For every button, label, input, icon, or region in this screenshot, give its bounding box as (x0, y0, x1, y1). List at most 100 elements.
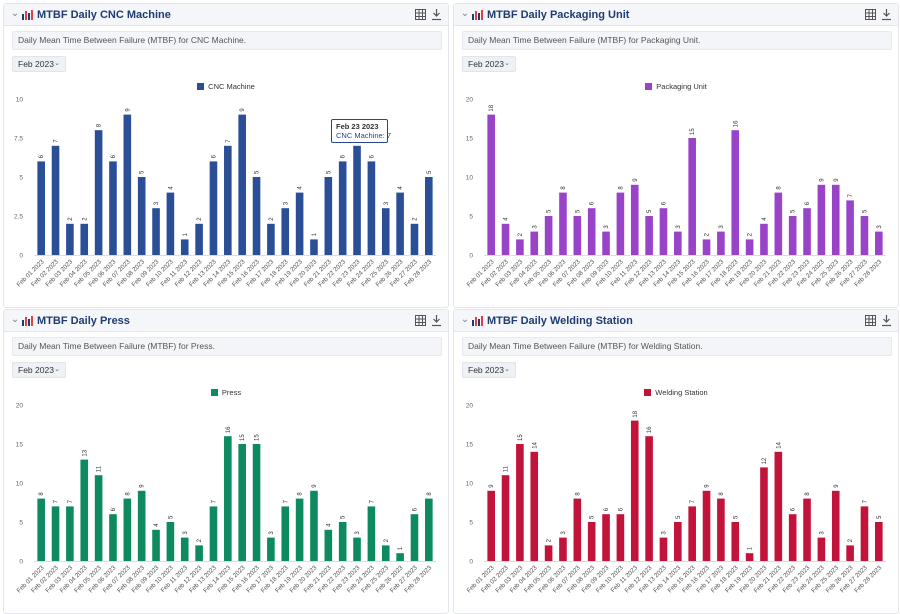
y-tick-label: 5 (469, 520, 473, 527)
table-view-icon[interactable] (415, 315, 426, 326)
bar (573, 216, 582, 255)
data-label: 1 (183, 232, 189, 236)
period-selector[interactable]: Feb 2023 ⌄ (462, 362, 516, 378)
chart-panel-cnc-machine: ⌄ MTBF Daily CNC Machine Daily Mean Time… (3, 3, 449, 308)
data-label: 7 (68, 499, 74, 503)
bar (166, 522, 175, 561)
bar (501, 223, 510, 255)
data-label: 3 (561, 531, 567, 535)
data-label: 11 (504, 465, 510, 472)
bar (310, 490, 318, 561)
period-selector[interactable]: Feb 2023 ⌄ (12, 362, 66, 378)
bar (487, 114, 495, 255)
chart-legend[interactable]: Packaging Unit (454, 80, 898, 92)
data-label: 6 (618, 507, 624, 511)
chart-panel-welding-station: ⌄ MTBF Daily Welding Station Daily Mean … (453, 309, 899, 614)
data-label: 9 (819, 178, 825, 182)
data-label: 15 (240, 434, 246, 441)
table-view-icon[interactable] (865, 315, 876, 326)
data-label: 6 (341, 154, 347, 158)
bar (760, 223, 768, 255)
data-label: 5 (733, 515, 739, 519)
bar (544, 216, 553, 255)
bar (745, 553, 754, 561)
export-icon[interactable] (431, 314, 442, 327)
period-selector[interactable]: Feb 2023 ⌄ (12, 56, 66, 72)
data-label: 3 (283, 201, 289, 205)
collapse-chevron-icon[interactable]: ⌄ (10, 8, 20, 19)
bar (152, 208, 160, 255)
chart-legend[interactable]: Welding Station (454, 386, 898, 398)
export-icon[interactable] (881, 8, 892, 21)
bar (630, 184, 639, 255)
chart-description: Daily Mean Time Between Failure (MTBF) f… (12, 31, 442, 50)
bar (674, 522, 682, 561)
bar (410, 514, 419, 561)
collapse-chevron-icon[interactable]: ⌄ (460, 314, 470, 325)
data-label: 5 (862, 209, 868, 213)
data-label: 7 (54, 139, 60, 143)
data-label: 2 (384, 538, 390, 542)
legend-label: Welding Station (655, 387, 708, 397)
bar (875, 522, 883, 561)
data-label: 8 (298, 492, 304, 496)
data-label: 3 (719, 225, 725, 229)
chart-description: Daily Mean Time Between Failure (MTBF) f… (12, 337, 442, 356)
bar (702, 490, 711, 561)
data-label: 7 (848, 193, 854, 197)
bar (875, 231, 883, 255)
data-label: 6 (590, 201, 596, 205)
bar (267, 223, 275, 255)
bar (530, 451, 539, 561)
data-label: 3 (604, 225, 610, 229)
bar (425, 498, 433, 561)
period-selector[interactable]: Feb 2023 ⌄ (462, 56, 516, 72)
bar (252, 444, 261, 561)
table-view-icon[interactable] (865, 9, 876, 20)
y-tick-label: 0 (469, 559, 473, 566)
data-label: 4 (168, 186, 174, 190)
panel-header: ⌄ MTBF Daily CNC Machine (4, 4, 448, 26)
data-label: 8 (575, 492, 581, 496)
legend-swatch (644, 388, 652, 396)
bar (630, 420, 639, 561)
bar (516, 444, 524, 561)
bar (516, 239, 524, 255)
panel-header: ⌄ MTBF Daily Packaging Unit (454, 4, 898, 26)
collapse-chevron-icon[interactable]: ⌄ (460, 8, 470, 19)
data-label: 5 (326, 170, 332, 174)
bar (760, 467, 768, 561)
chart-legend[interactable]: CNC Machine (4, 80, 448, 92)
bar (803, 498, 811, 561)
bar (774, 451, 783, 561)
legend-swatch (645, 82, 653, 90)
bar (381, 545, 390, 561)
data-label: 6 (805, 201, 811, 205)
data-label: 16 (647, 426, 653, 433)
bar (238, 114, 246, 255)
bar (573, 498, 582, 561)
legend-label: CNC Machine (208, 81, 255, 91)
bar (803, 208, 811, 255)
bar (353, 145, 361, 255)
legend-swatch (210, 388, 218, 396)
chart-panel-packaging-unit: ⌄ MTBF Daily Packaging Unit Daily Mean T… (453, 3, 899, 308)
data-label: 4 (326, 523, 332, 527)
bar (338, 522, 347, 561)
y-tick-label: 7.5 (14, 136, 23, 143)
export-icon[interactable] (881, 314, 892, 327)
table-view-icon[interactable] (415, 9, 426, 20)
data-label: 3 (676, 225, 682, 229)
data-label: 3 (384, 201, 390, 205)
chart-legend[interactable]: Press (4, 386, 448, 398)
export-icon[interactable] (431, 8, 442, 21)
data-label: 5 (791, 209, 797, 213)
bar (559, 537, 567, 561)
collapse-chevron-icon[interactable]: ⌄ (10, 314, 20, 325)
bar (544, 545, 553, 561)
y-tick-label: 20 (16, 403, 24, 410)
bar (66, 223, 74, 255)
